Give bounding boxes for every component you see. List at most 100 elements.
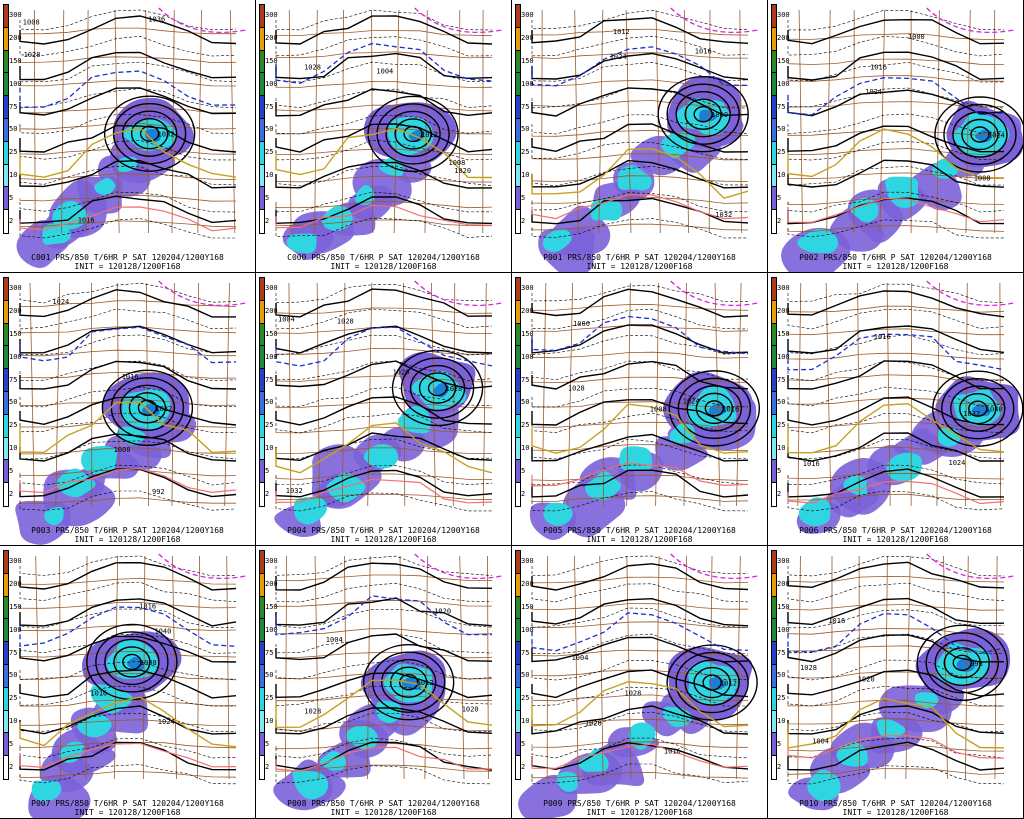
scale-label: 300 [521,284,534,293]
pressure-label: 1032 [715,211,732,219]
scale-label: 5 [521,193,526,202]
pressure-label: 1024 [865,88,882,96]
panel-init: INIT = 120128/1200F168 [586,262,693,271]
scale-label: 5 [521,466,526,475]
isobars [531,288,761,498]
gold-contour [787,128,1005,179]
scale-label: 2 [9,216,14,225]
panel-caption: C001 PRS/850 T/6HR P SAT 120204/1200Y168… [0,253,255,271]
scale-label: 100 [777,625,790,634]
pressure-label: 1024 [683,398,700,406]
forecast-map-p001: 1016 1032 1024 1000 1012 [531,7,759,272]
scale-label: 2 [521,216,526,225]
panel-init: INIT = 120128/1200F168 [74,535,181,544]
scale-label: 200 [265,34,278,43]
panel-init: INIT = 120128/1200F168 [74,808,181,817]
pressure-label: 1028 [304,63,321,71]
scale-label: 300 [521,557,534,566]
panel-title: P005 PRS/850 T/6HR P SAT 120204/1200Y168 [543,526,736,535]
map-panel-c001: 1036 1028 1016 1032 1008 300 200 150 100 75 50 25 10… [0,0,256,273]
warm-red-contour [787,480,1005,505]
gold-contour [531,403,749,454]
scale-label: 10 [265,444,274,452]
scale-label: 10 [777,171,786,179]
scale-label: 25 [521,421,530,430]
scale-label: 300 [265,11,278,20]
scale-label: 300 [521,11,534,20]
isobars [531,17,749,225]
scale-label: 100 [521,79,534,88]
panel-title: P001 PRS/850 T/6HR P SAT 120204/1200Y168 [543,253,736,262]
pressure-label: 1020 [858,676,875,684]
precip-color-scale: 300 200 150 100 75 50 25 10 5 2 [514,277,534,507]
scale-label: 25 [9,148,18,157]
panel-init: INIT = 120128/1200F168 [586,535,693,544]
pressure-label: 1020 [462,706,479,714]
panel-init: INIT = 120128/1200F168 [842,808,949,817]
pressure-label: 1024 [158,718,175,726]
scale-label: 5 [9,466,14,475]
scale-swatch [3,482,9,507]
pressure-label: 1004 [572,654,589,662]
panel-title: P004 PRS/850 T/6HR P SAT 120204/1200Y168 [287,526,480,535]
scale-label: 25 [9,694,18,703]
panel-init: INIT = 120128/1200F168 [842,535,949,544]
warm-red-contour [275,204,493,229]
scale-label: 150 [777,603,790,611]
pressure-label: 1012 [421,131,438,139]
scale-label: 150 [9,57,22,65]
freezing-line [787,333,1005,371]
scale-label: 150 [265,57,278,65]
precipitation-shading [529,371,757,540]
scale-label: 10 [265,717,274,725]
pressure-label: 1008 [974,175,991,183]
scale-label: 50 [521,125,530,134]
precipitation-shading [16,97,194,269]
isobars [787,561,1008,771]
freezing-line [787,612,1005,655]
freezing-line [275,42,493,84]
forecast-map-p004: 1020 1028 1032 1028 1004 [274,280,503,537]
scale-label: 5 [777,739,782,748]
scale-label: 50 [9,398,18,407]
panel-title: P002 PRS/850 T/6HR P SAT 120204/1200Y168 [799,253,992,262]
political-borders [275,9,493,234]
scale-label: 75 [9,102,18,111]
scale-label: 10 [777,717,786,725]
scale-label: 5 [9,739,14,748]
scale-label: 25 [265,694,274,703]
freezing-line [787,77,1005,116]
pressure-label: 1000 [711,111,728,119]
scale-label: 10 [9,717,18,725]
scale-label: 10 [9,444,18,452]
scale-label: 2 [9,762,14,771]
scale-label: 300 [777,11,790,20]
scale-label: 2 [521,489,526,498]
isobars [787,290,1023,498]
scale-swatch [259,755,265,780]
panel-title: P007 PRS/850 T/6HR P SAT 120204/1200Y168 [31,799,224,808]
scale-label: 150 [521,330,534,338]
scale-label: 75 [777,375,786,384]
scale-label: 150 [777,330,790,338]
pressure-label: 1020 [585,720,602,728]
panel-caption: P007 PRS/850 T/6HR P SAT 120204/1200Y168… [0,799,255,817]
scale-label: 300 [777,284,790,293]
pressure-label: 996 [970,660,983,668]
forecast-map-p010: 1004 1028 1020 996 1016 [787,553,1015,811]
scale-label: 5 [265,193,270,202]
thickness-contours [531,555,749,785]
panel-init: INIT = 120128/1200F168 [74,262,181,271]
freezing-line [275,595,492,636]
scale-label: 300 [777,557,790,566]
pressure-label: 1032 [286,487,303,495]
pressure-label: 1012 [613,28,630,36]
pressure-label: 1016 [139,603,156,611]
pressure-label: 1024 [610,53,627,61]
freezing-line [531,612,749,652]
panel-init: INIT = 120128/1200F168 [330,808,437,817]
scale-label: 100 [265,352,278,361]
freezing-line [19,70,237,108]
scale-label: 50 [265,398,274,407]
pressure-label: 1020 [434,607,451,615]
